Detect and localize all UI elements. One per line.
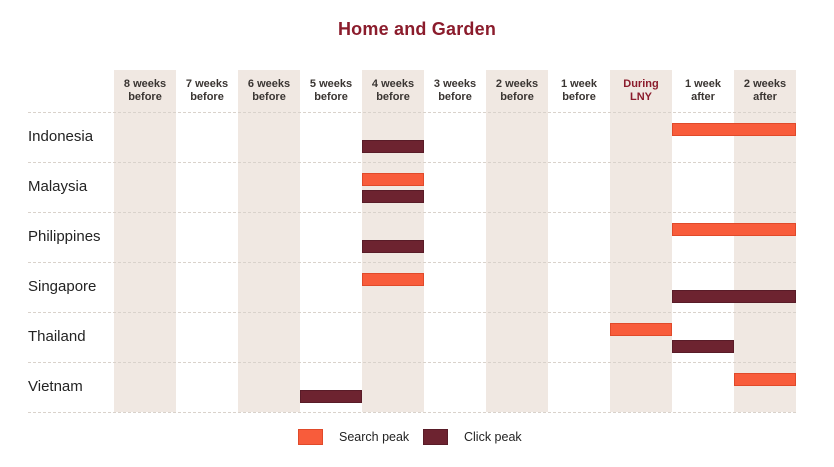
column-header-line: 2 weeks — [495, 77, 539, 90]
column-header-during-lny: During LNY — [610, 70, 672, 112]
bar-click-peak-malaysia — [362, 190, 424, 203]
legend-label-click-peak: Click peak — [464, 430, 522, 444]
bar-click-peak-thailand — [672, 340, 734, 353]
column-header-line: 2 weeks — [743, 77, 787, 90]
row-divider — [28, 112, 796, 113]
bar-search-peak-indonesia — [672, 123, 796, 136]
row-label-philippines: Philippines — [28, 228, 101, 245]
row-label-indonesia: Indonesia — [28, 128, 94, 145]
column-shade-during-lny — [610, 70, 672, 412]
column-header-line: before — [562, 91, 596, 103]
row-label-singapore: Singapore — [28, 278, 97, 295]
column-header-line: after — [691, 91, 715, 103]
column-header-line: 6 weeks — [247, 77, 291, 90]
column-header-line: before — [252, 91, 286, 103]
column-header-line: 1 week — [684, 77, 722, 90]
column-header-2-weeks-before: 2 weeks before — [486, 70, 548, 112]
row-label-thailand: Thailand — [28, 328, 86, 345]
bar-search-peak-singapore — [362, 273, 424, 286]
column-shade-2-weeks-after — [734, 70, 796, 412]
bar-click-peak-philippines — [362, 240, 424, 253]
column-header-1-week-after: 1 week after — [672, 70, 734, 112]
bar-click-peak-vietnam — [300, 390, 362, 403]
column-header-line: During — [623, 77, 659, 90]
row-label-vietnam: Vietnam — [28, 378, 83, 395]
column-header-4-weeks-before: 4 weeks before — [362, 70, 424, 112]
column-header-line: before — [190, 91, 224, 103]
column-header-line: LNY — [630, 91, 652, 103]
column-header-1-week-before: 1 week before — [548, 70, 610, 112]
column-header-line: 8 weeks — [123, 77, 167, 90]
column-header-line: 3 weeks — [433, 77, 477, 90]
column-header-line: 7 weeks — [185, 77, 229, 90]
bar-click-peak-indonesia — [362, 140, 424, 153]
column-header-6-weeks-before: 6 weeks before — [238, 70, 300, 112]
chart-title: Home and Garden — [337, 19, 497, 39]
bar-search-peak-philippines — [672, 223, 796, 236]
row-divider — [28, 412, 796, 413]
column-header-line: 4 weeks — [371, 77, 415, 90]
column-shade-2-weeks-before — [486, 70, 548, 412]
column-header-2-weeks-after: 2 weeks after — [734, 70, 796, 112]
row-divider — [28, 362, 796, 363]
click-peak-swatch — [423, 429, 448, 445]
bar-click-peak-singapore — [672, 290, 796, 303]
column-header-line: 5 weeks — [309, 77, 353, 90]
column-header-line: before — [314, 91, 348, 103]
legend-label-search-peak: Search peak — [339, 430, 410, 444]
column-header-3-weeks-before: 3 weeks before — [424, 70, 486, 112]
column-header-line: 1 week — [560, 77, 598, 90]
column-header-5-weeks-before: 5 weeks before — [300, 70, 362, 112]
row-divider — [28, 212, 796, 213]
legend-item-search-peak: Search peak — [298, 429, 409, 445]
column-header-line: before — [500, 91, 534, 103]
legend-item-click-peak: Click peak — [423, 429, 522, 445]
row-divider — [28, 312, 796, 313]
column-header-7-weeks-before: 7 weeks before — [176, 70, 238, 112]
column-header-line: after — [753, 91, 777, 103]
search-peak-swatch — [298, 429, 323, 445]
column-header-line: before — [376, 91, 410, 103]
bar-search-peak-malaysia — [362, 173, 424, 186]
column-shade-6-weeks-before — [238, 70, 300, 412]
row-divider — [28, 162, 796, 163]
column-header-line: before — [438, 91, 472, 103]
bar-search-peak-thailand — [610, 323, 672, 336]
row-divider — [28, 262, 796, 263]
bar-search-peak-vietnam — [734, 373, 796, 386]
column-shade-8-weeks-before — [114, 70, 176, 412]
column-header-8-weeks-before: 8 weeks before — [114, 70, 176, 112]
row-label-malaysia: Malaysia — [28, 178, 88, 195]
column-header-line: before — [128, 91, 162, 103]
